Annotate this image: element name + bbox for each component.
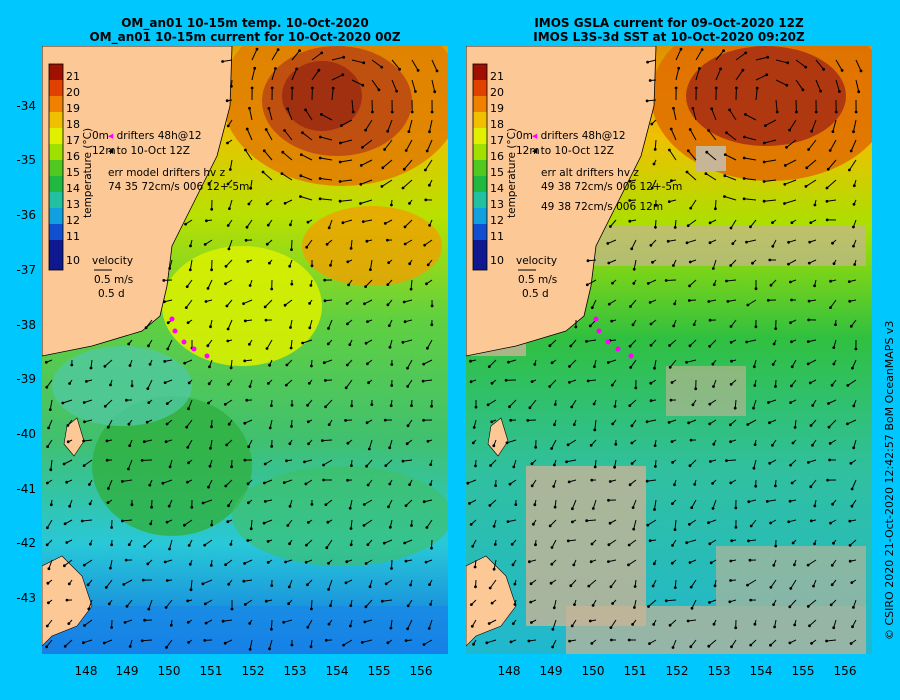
cb-tick: 18 — [66, 118, 80, 131]
right-map — [466, 46, 872, 654]
left-drifters-label: ◂ drifters 48h@12 — [108, 130, 202, 142]
cb-tick: 15 — [490, 166, 504, 179]
cb-tick: 18 — [490, 118, 504, 131]
left-velocity-label: velocity — [92, 255, 134, 267]
lat-label: -36 — [16, 208, 36, 222]
lon-label: 154 — [749, 664, 773, 678]
cb-tick: 19 — [66, 102, 80, 115]
cb-tick: 19 — [490, 102, 504, 115]
cb-tick: 16 — [490, 150, 504, 163]
cb-tick: 17 — [490, 134, 504, 147]
lat-label: -38 — [16, 318, 36, 332]
right-drifters-text: drifters 48h@12 — [540, 130, 626, 142]
cb-tick: 20 — [66, 86, 80, 99]
cb-tick: 10 — [66, 254, 80, 267]
lon-label: 150 — [581, 664, 605, 678]
left-map — [42, 46, 448, 654]
left-depth-tag-2: 12m — [92, 145, 116, 157]
cb-tick: 20 — [490, 86, 504, 99]
lat-label: -42 — [16, 536, 36, 550]
lon-label: 154 — [325, 664, 349, 678]
right-velocity-speed: 0.5 m/s — [518, 274, 558, 286]
lat-label: -43 — [16, 591, 36, 605]
left-current-arrows — [44, 47, 439, 651]
lon-label: 148 — [497, 664, 521, 678]
lon-label: 155 — [791, 664, 815, 678]
lon-label: 152 — [665, 664, 689, 678]
lat-label: -34 — [16, 99, 36, 113]
lon-label: 150 — [157, 664, 181, 678]
right-until-text: to 10-Oct 12Z — [540, 145, 614, 157]
right-map-panel — [466, 46, 872, 654]
left-drifters-text: drifters 48h@12 — [116, 130, 202, 142]
left-err-label: err model drifters hv z — [108, 167, 226, 179]
cb-tick: 17 — [66, 134, 80, 147]
cb-tick: 13 — [490, 198, 504, 211]
lat-label: -39 — [16, 372, 36, 386]
lon-label: 153 — [283, 664, 307, 678]
lat-label: -40 — [16, 427, 36, 441]
left-stats-label: 74 35 72cm/s 006 12+-5m — [108, 181, 250, 193]
right-stats-1: 49 38 72cm/s 006 12+-5m — [541, 181, 683, 193]
cb-tick: 21 — [66, 70, 80, 83]
right-drifter-track — [593, 316, 634, 359]
right-colorbar — [472, 63, 488, 271]
right-until-label: ◂ to 10-Oct 12Z — [532, 145, 614, 157]
lon-label: 156 — [409, 664, 433, 678]
left-until-label: ◂ to 10-Oct 12Z — [108, 145, 190, 157]
cb-tick: 11 — [66, 230, 80, 243]
cb-tick: 16 — [66, 150, 80, 163]
lon-label: 148 — [74, 664, 98, 678]
lon-label: 152 — [241, 664, 265, 678]
lon-label: 149 — [115, 664, 139, 678]
right-title: IMOS GSLA current for 09-Oct-2020 12Z IM… — [466, 16, 872, 44]
lon-label: 153 — [707, 664, 731, 678]
right-err-label: err alt drifters hv z — [541, 167, 639, 179]
right-depth-tag-2: 12m — [516, 145, 540, 157]
right-current-arrows — [466, 47, 863, 649]
left-title: OM_an01 10-15m temp. 10-Oct-2020 OM_an01… — [42, 16, 448, 44]
cb-tick: 14 — [66, 182, 80, 195]
left-drifter-track — [169, 316, 210, 359]
left-velocity-speed: 0.5 m/s — [94, 274, 134, 286]
lon-label: 151 — [199, 664, 223, 678]
cb-tick: 13 — [66, 198, 80, 211]
right-stats-2: 49 38 72cm/s 006 12m — [541, 201, 664, 213]
cb-tick: 21 — [490, 70, 504, 83]
cb-tick: 12 — [66, 214, 80, 227]
credit-text: © CSIRO 2020 21-Oct-2020 12:42:57 BoM Oc… — [883, 320, 896, 640]
left-colorbar — [48, 63, 64, 271]
cb-tick: 15 — [66, 166, 80, 179]
lat-label: -37 — [16, 263, 36, 277]
right-velocity-label: velocity — [516, 255, 558, 267]
cb-tick: 12 — [490, 214, 504, 227]
right-velocity-time: 0.5 d — [522, 288, 549, 300]
left-title-line-1: OM_an01 10-15m temp. 10-Oct-2020 — [121, 16, 369, 30]
left-title-line-2: OM_an01 10-15m current for 10-Oct-2020 0… — [89, 30, 401, 44]
lon-label: 156 — [833, 664, 857, 678]
right-title-line-2: IMOS L3S-3d SST at 10-Oct-2020 09:20Z — [533, 30, 805, 44]
lat-label: -35 — [16, 153, 36, 167]
lon-label: 151 — [623, 664, 647, 678]
right-drifters-label: ◂ drifters 48h@12 — [532, 130, 626, 142]
cb-tick: 14 — [490, 182, 504, 195]
right-depth-tag-1: 0m — [516, 130, 533, 142]
right-title-line-1: IMOS GSLA current for 09-Oct-2020 12Z — [534, 16, 804, 30]
cb-tick: 10 — [490, 254, 504, 267]
left-until-text: to 10-Oct 12Z — [116, 145, 190, 157]
left-velocity-time: 0.5 d — [98, 288, 125, 300]
left-depth-tag-1: 0m — [92, 130, 109, 142]
lon-label: 155 — [367, 664, 391, 678]
cb-tick: 11 — [490, 230, 504, 243]
left-map-panel — [42, 46, 448, 654]
lon-label: 149 — [539, 664, 563, 678]
lat-label: -41 — [16, 482, 36, 496]
